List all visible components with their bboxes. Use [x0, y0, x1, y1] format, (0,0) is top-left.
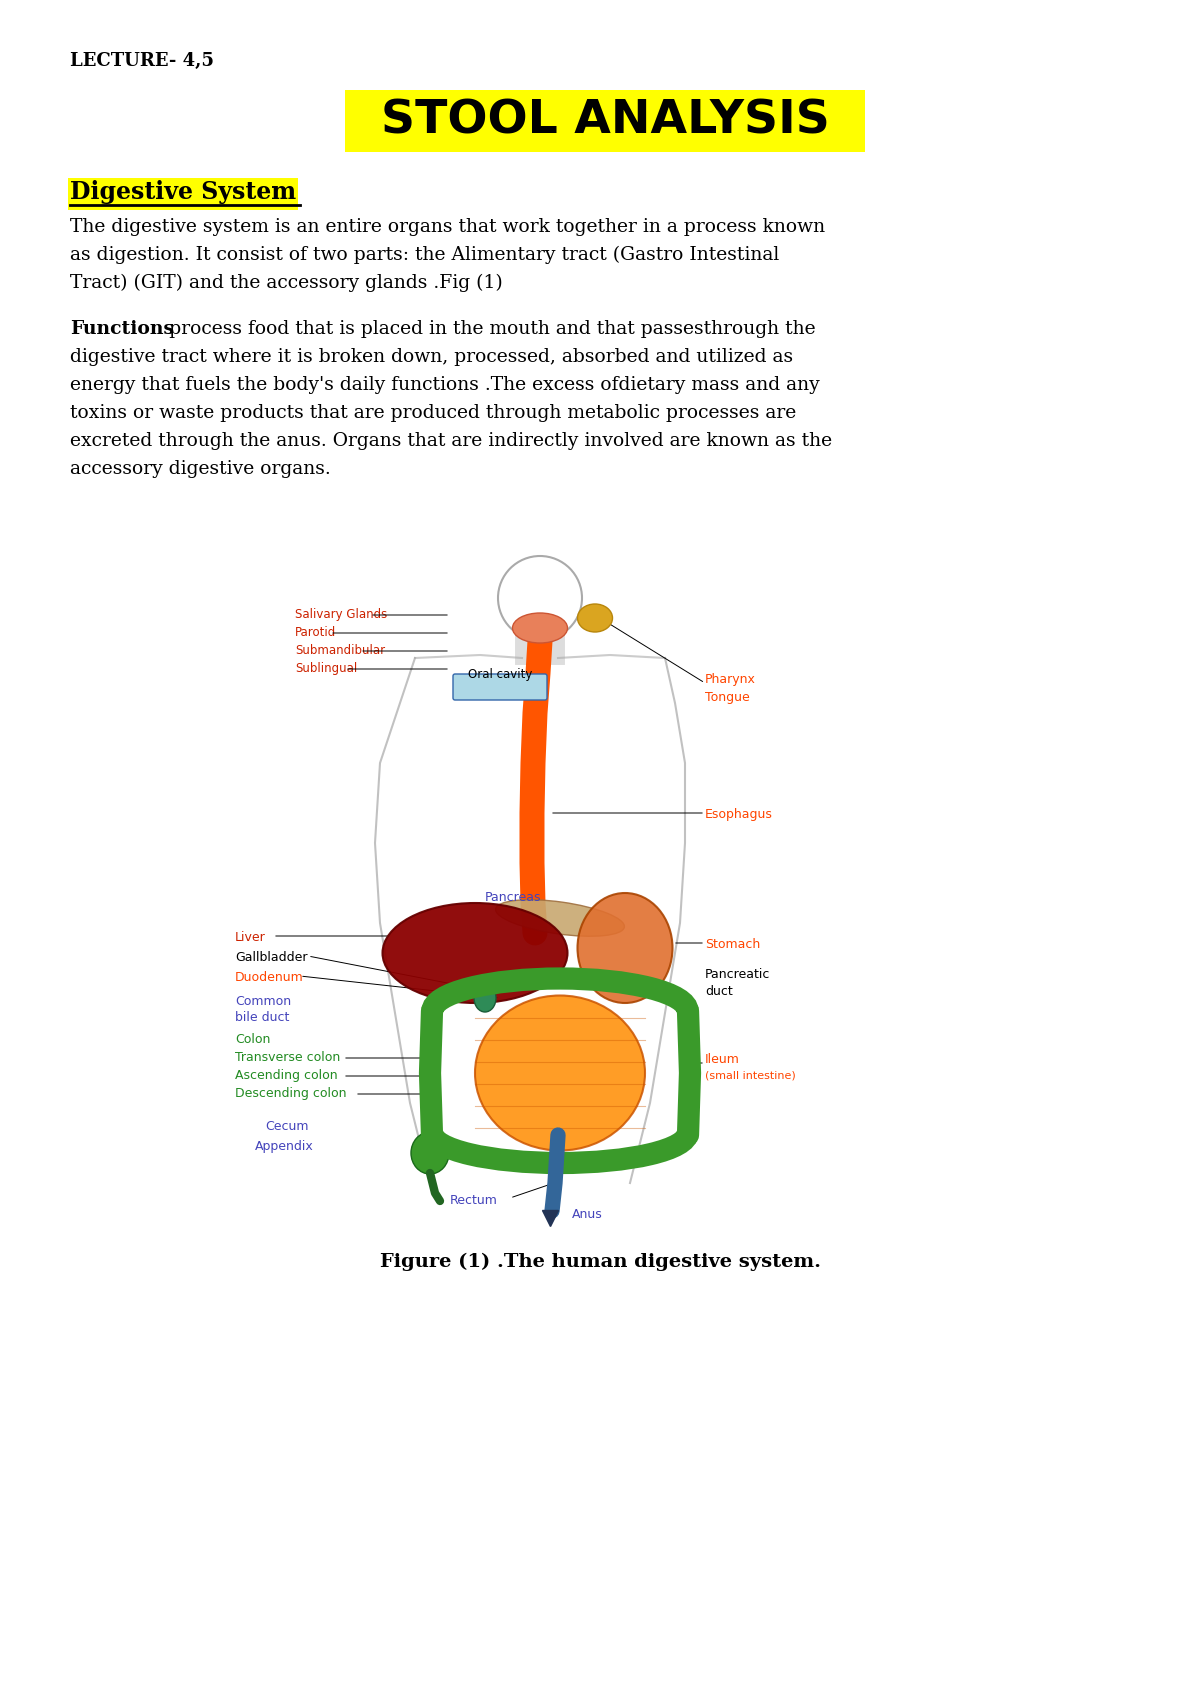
Bar [68, 178, 298, 210]
Text: Colon: Colon [235, 1033, 270, 1046]
Text: Salivary Glands: Salivary Glands [295, 607, 388, 621]
Text: Ileum: Ileum [706, 1053, 740, 1067]
Text: bile duct: bile duct [235, 1011, 289, 1024]
Text: toxins or waste products that are produced through metabolic processes are: toxins or waste products that are produc… [70, 404, 797, 422]
Text: LECTURE- 4,5: LECTURE- 4,5 [70, 53, 214, 70]
Ellipse shape [512, 612, 568, 643]
Text: (small intestine): (small intestine) [706, 1070, 796, 1080]
Text: Stomach: Stomach [706, 938, 761, 951]
Text: Functions: Functions [70, 321, 174, 338]
Text: Pancreas: Pancreas [485, 890, 541, 904]
Text: Tract) (GIT) and the accessory glands .Fig (1): Tract) (GIT) and the accessory glands .F… [70, 275, 503, 292]
Text: Rectum: Rectum [450, 1194, 498, 1208]
Text: Duodenum: Duodenum [235, 972, 304, 984]
Text: Digestive System: Digestive System [70, 180, 296, 204]
Ellipse shape [410, 1131, 449, 1174]
Ellipse shape [475, 996, 646, 1150]
Text: excreted through the anus. Organs that are indirectly involved are known as the: excreted through the anus. Organs that a… [70, 432, 832, 449]
Text: energy that fuels the body's daily functions .The excess ofdietary mass and any: energy that fuels the body's daily funct… [70, 377, 820, 393]
FancyBboxPatch shape [454, 673, 547, 700]
Text: accessory digestive organs.: accessory digestive organs. [70, 460, 331, 478]
Text: Descending colon: Descending colon [235, 1087, 347, 1101]
Text: duct: duct [706, 985, 733, 997]
Text: Sublingual: Sublingual [295, 661, 358, 675]
Ellipse shape [577, 894, 672, 1002]
Text: Cecum: Cecum [265, 1119, 308, 1133]
Text: : process food that is placed in the mouth and that passesthrough the: : process food that is placed in the mou… [157, 321, 816, 338]
Ellipse shape [496, 901, 624, 936]
Text: Parotid: Parotid [295, 626, 336, 639]
Text: Anus: Anus [572, 1208, 602, 1221]
Text: Submandibular: Submandibular [295, 644, 385, 656]
Bar [346, 90, 865, 153]
Ellipse shape [383, 902, 568, 1002]
Text: Tongue: Tongue [706, 690, 750, 704]
Text: Liver: Liver [235, 931, 265, 945]
Text: Oral cavity: Oral cavity [468, 668, 532, 682]
Text: digestive tract where it is broken down, processed, absorbed and utilized as: digestive tract where it is broken down,… [70, 348, 793, 366]
Text: The digestive system is an entire organs that work together in a process known: The digestive system is an entire organs… [70, 219, 826, 236]
Text: Appendix: Appendix [256, 1140, 313, 1153]
Text: Pancreatic: Pancreatic [706, 968, 770, 980]
Text: as digestion. It consist of two parts: the Alimentary tract (Gastro Intestinal: as digestion. It consist of two parts: t… [70, 246, 779, 265]
Text: Common: Common [235, 996, 292, 1007]
Ellipse shape [577, 604, 612, 633]
Text: Ascending colon: Ascending colon [235, 1068, 337, 1082]
Text: Figure (1) .The human digestive system.: Figure (1) .The human digestive system. [379, 1253, 821, 1272]
Text: Esophagus: Esophagus [706, 807, 773, 821]
Ellipse shape [474, 984, 496, 1013]
Text: Transverse colon: Transverse colon [235, 1052, 341, 1063]
Text: STOOL ANALYSIS: STOOL ANALYSIS [380, 98, 829, 144]
Text: Pharynx: Pharynx [706, 673, 756, 685]
Text: Gallbladder: Gallbladder [235, 951, 307, 963]
